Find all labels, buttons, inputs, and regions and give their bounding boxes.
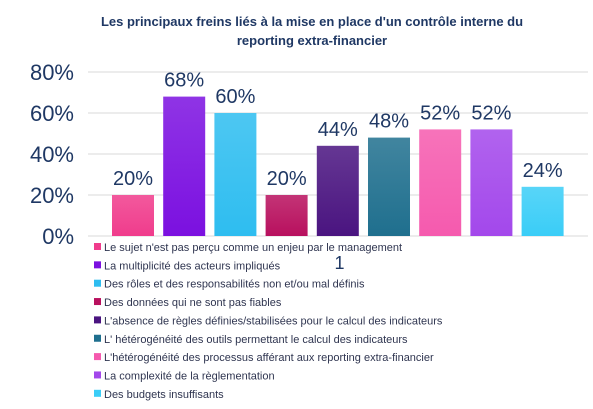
legend-item: La complexité de la règlementation (94, 370, 275, 382)
legend-label: La complexité de la règlementation (104, 370, 275, 382)
legend-marker (94, 261, 101, 269)
legend-item: La multiplicité des acteurs impliqués (94, 260, 281, 272)
data-label-2: 68% (164, 70, 204, 92)
bar-9 (521, 186, 564, 236)
data-label-3: 60% (215, 86, 255, 108)
chart-title: Les principaux freins liés à la mise en … (101, 14, 523, 48)
legend-item: Des données qui ne sont pas fiables (94, 297, 282, 309)
x-axis: 1 (334, 253, 344, 273)
bar-2 (163, 96, 206, 236)
legend-item: Des budgets insuffisants (94, 389, 224, 401)
bar-7 (419, 129, 462, 236)
legend-item: L'absence de règles définies/stabilisées… (94, 315, 443, 327)
bar-4 (265, 195, 308, 236)
y-axis: 0% 20% 40% 60% 80% (30, 60, 74, 249)
data-labels: 20% 68% 60% 20% 44% 48% 52% 52% 24% (113, 70, 563, 190)
data-label-5: 44% (318, 119, 358, 141)
y-tick-label: 20% (30, 183, 74, 208)
legend: Le sujet n'est pas perçu comme un enjeu … (94, 242, 443, 401)
legend-item: L' hétérogénéité des outils permettant l… (94, 334, 408, 346)
bars (112, 96, 564, 236)
legend-marker (94, 279, 101, 287)
legend-marker (94, 334, 101, 342)
legend-marker (94, 316, 101, 324)
y-tick-label: 80% (30, 60, 74, 85)
data-label-9: 24% (523, 160, 563, 182)
y-tick-label: 40% (30, 142, 74, 167)
legend-label: L'hétérogénéité des processus afférant a… (104, 352, 434, 364)
legend-marker (94, 353, 101, 361)
chart-title-line-1: Les principaux freins liés à la mise en … (101, 14, 523, 29)
y-tick-label: 0% (42, 224, 74, 249)
data-label-1: 20% (113, 168, 153, 190)
data-label-6: 48% (369, 111, 409, 133)
bar-3 (214, 113, 257, 236)
legend-label: Des budgets insuffisants (104, 389, 224, 401)
legend-marker (94, 243, 101, 250)
bar-6 (368, 137, 410, 236)
legend-marker (94, 371, 101, 379)
data-label-7: 52% (420, 102, 460, 124)
chart-title-line-2: reporting extra-financier (237, 33, 387, 48)
bar-5 (316, 145, 359, 236)
data-label-8: 52% (471, 102, 511, 124)
x-category-label: 1 (334, 253, 344, 273)
y-tick-label: 60% (30, 101, 74, 126)
legend-item: L'hétérogénéité des processus afférant a… (94, 352, 434, 364)
bar-1 (112, 195, 154, 236)
data-label-4: 20% (267, 168, 307, 190)
legend-marker (94, 389, 101, 397)
legend-label: L' hétérogénéité des outils permettant l… (104, 334, 408, 346)
legend-label: Le sujet n'est pas perçu comme un enjeu … (104, 242, 402, 254)
legend-item: Des rôles et des responsabilités non et/… (94, 279, 365, 291)
legend-label: Des rôles et des responsabilités non et/… (104, 279, 365, 291)
legend-label: Des données qui ne sont pas fiables (104, 297, 282, 309)
bar-8 (470, 129, 513, 236)
legend-label: L'absence de règles définies/stabilisées… (104, 315, 443, 327)
legend-label: La multiplicité des acteurs impliqués (104, 260, 281, 272)
legend-marker (94, 298, 101, 306)
legend-item: Le sujet n'est pas perçu comme un enjeu … (94, 242, 402, 254)
